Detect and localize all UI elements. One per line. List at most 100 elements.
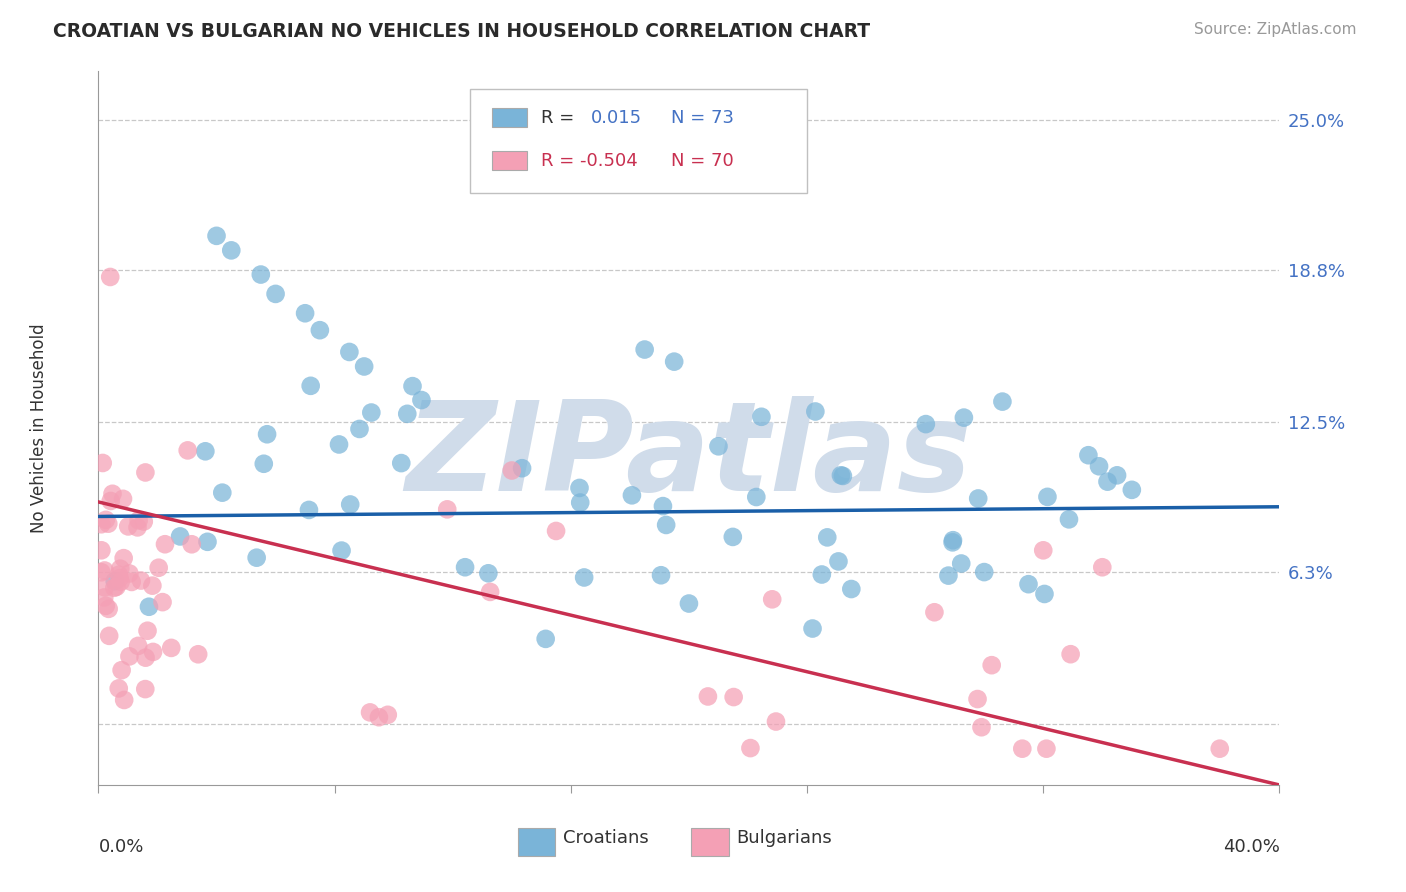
Point: [924, 605, 946, 619]
Point: [339, 498, 361, 512]
Point: [569, 495, 592, 509]
Point: [723, 690, 745, 704]
Point: [546, 524, 568, 538]
Point: [765, 714, 787, 729]
Point: [815, 530, 838, 544]
Point: [91, 456, 114, 470]
Point: [411, 392, 433, 407]
Point: [205, 228, 228, 243]
Point: [572, 570, 595, 584]
Point: [100, 494, 122, 508]
Text: Bulgarians: Bulgarians: [737, 830, 832, 847]
Point: [299, 379, 322, 393]
Text: R = -0.504: R = -0.504: [541, 152, 638, 169]
Point: [745, 490, 768, 504]
Point: [127, 520, 149, 534]
Point: [1097, 475, 1119, 489]
Point: [664, 354, 686, 368]
Point: [652, 499, 675, 513]
Point: [211, 485, 233, 500]
Point: [136, 624, 159, 638]
Point: [128, 513, 150, 527]
Point: [129, 574, 152, 588]
Point: [298, 503, 321, 517]
Point: [1033, 587, 1056, 601]
Point: [110, 562, 132, 576]
Point: [197, 534, 219, 549]
Point: [103, 581, 125, 595]
Point: [132, 515, 155, 529]
Point: [107, 681, 129, 696]
Point: [479, 585, 502, 599]
Point: [250, 268, 273, 282]
Point: [650, 568, 672, 582]
Point: [134, 682, 156, 697]
Point: [101, 487, 124, 501]
Text: CROATIAN VS BULGARIAN NO VEHICLES IN HOUSEHOLD CORRELATION CHART: CROATIAN VS BULGARIAN NO VEHICLES IN HOU…: [53, 22, 870, 41]
Point: [436, 502, 458, 516]
Point: [1018, 577, 1040, 591]
Point: [827, 554, 849, 568]
Point: [141, 579, 163, 593]
Point: [751, 409, 773, 424]
Point: [256, 427, 278, 442]
Text: N = 73: N = 73: [671, 109, 734, 127]
Point: [980, 658, 1002, 673]
Point: [134, 466, 156, 480]
Text: No Vehicles in Household: No Vehicles in Household: [31, 323, 48, 533]
Point: [339, 345, 361, 359]
FancyBboxPatch shape: [492, 108, 527, 128]
Point: [360, 405, 382, 419]
Point: [389, 456, 412, 470]
Point: [1059, 647, 1081, 661]
Text: ZIPatlas: ZIPatlas: [406, 396, 972, 517]
Point: [832, 469, 855, 483]
Point: [135, 650, 157, 665]
Point: [349, 422, 371, 436]
Point: [112, 693, 135, 707]
Point: [721, 530, 744, 544]
Point: [377, 707, 399, 722]
Point: [94, 599, 117, 613]
Point: [93, 564, 115, 578]
Point: [368, 710, 391, 724]
Point: [194, 444, 217, 458]
Point: [169, 529, 191, 543]
Text: 40.0%: 40.0%: [1223, 838, 1279, 856]
Point: [94, 513, 117, 527]
Point: [1107, 468, 1129, 483]
Point: [90, 543, 112, 558]
Point: [967, 491, 990, 506]
Point: [761, 592, 783, 607]
Point: [634, 343, 657, 357]
Point: [953, 410, 976, 425]
Point: [1121, 483, 1143, 497]
Point: [1057, 512, 1080, 526]
Point: [401, 379, 423, 393]
Point: [501, 463, 523, 477]
Point: [111, 491, 134, 506]
Point: [328, 437, 350, 451]
Point: [127, 639, 149, 653]
Point: [180, 537, 202, 551]
Point: [246, 550, 269, 565]
Text: N = 70: N = 70: [671, 152, 734, 169]
Point: [942, 535, 965, 549]
Point: [112, 551, 135, 566]
Point: [1209, 741, 1232, 756]
Point: [353, 359, 375, 374]
Point: [1011, 741, 1033, 756]
Point: [264, 286, 287, 301]
Point: [841, 582, 863, 596]
Point: [294, 306, 316, 320]
Point: [396, 407, 419, 421]
Point: [1088, 459, 1111, 474]
Point: [121, 574, 143, 589]
Point: [160, 640, 183, 655]
Point: [1077, 448, 1099, 462]
Point: [104, 574, 127, 589]
Text: 0.0%: 0.0%: [98, 838, 143, 856]
Point: [678, 597, 700, 611]
Point: [804, 404, 827, 418]
Point: [118, 649, 141, 664]
